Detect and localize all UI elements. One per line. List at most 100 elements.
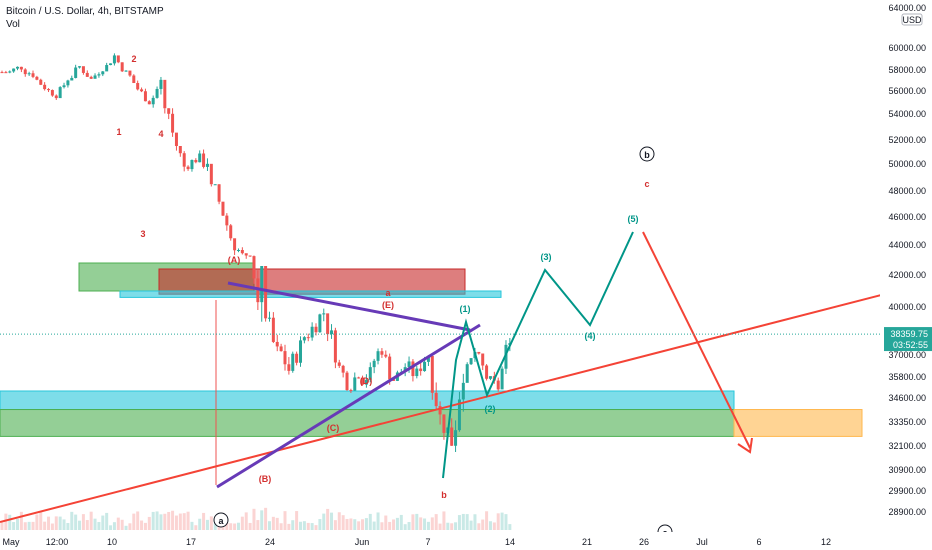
impulse-wave-label: (5)	[628, 214, 639, 224]
volume-bar	[256, 520, 260, 530]
volume-bars	[0, 507, 512, 530]
volume-bar	[291, 520, 295, 530]
volume-bar	[446, 522, 450, 530]
candle-body	[167, 108, 171, 114]
volume-bar	[50, 523, 54, 530]
candle-body	[477, 351, 481, 354]
candle-body	[302, 337, 306, 341]
volume-bar	[500, 512, 504, 530]
volume-bar	[310, 523, 314, 530]
candle-body	[299, 340, 303, 363]
candle-body	[74, 67, 78, 78]
volume-bar	[47, 516, 51, 530]
volume-bar	[190, 521, 194, 530]
volume-bar	[403, 524, 407, 530]
volume-bar	[213, 523, 217, 530]
candle-body	[54, 95, 58, 99]
volume-bar	[171, 510, 175, 530]
volume-bar	[457, 515, 461, 530]
candle-body	[147, 101, 151, 105]
candle-body	[314, 326, 318, 333]
time-tick-label: 10	[107, 537, 117, 547]
candle-body	[81, 66, 85, 73]
candle-body	[190, 159, 194, 170]
volume-bar	[167, 511, 171, 530]
candle-body	[415, 368, 419, 377]
candle-body	[461, 382, 465, 400]
volume-bar	[66, 523, 70, 530]
time-tick-label: 21	[582, 537, 592, 547]
candle-body	[105, 65, 109, 72]
volume-bar	[299, 521, 303, 530]
volume-bar	[128, 523, 132, 530]
volume-bar	[54, 516, 58, 530]
candle-body	[47, 89, 51, 91]
wave-number-label: 3	[140, 229, 145, 239]
candle-body	[229, 225, 233, 239]
candle-body	[388, 356, 392, 380]
candle-body	[101, 71, 105, 75]
volume-bar	[85, 520, 89, 530]
candle-body	[93, 75, 97, 79]
candle-body	[504, 344, 508, 369]
volume-bar	[116, 517, 120, 530]
volume-bar	[0, 522, 4, 530]
volume-bar	[62, 519, 66, 530]
candle-body	[163, 79, 167, 109]
volume-bar	[357, 521, 361, 530]
volume-bar	[442, 511, 446, 530]
candle-body	[116, 55, 120, 63]
candles	[0, 53, 512, 485]
candle-body	[271, 317, 275, 342]
candle-body	[136, 83, 140, 90]
candle-body	[392, 379, 396, 381]
volume-bar	[395, 517, 399, 530]
candle-body	[438, 406, 442, 415]
volume-bar	[209, 516, 213, 530]
candle-body	[426, 355, 430, 362]
current-price-value: 38359.75	[890, 329, 928, 339]
volume-bar	[109, 525, 113, 530]
candle-body	[39, 79, 43, 85]
current-price-tag	[884, 327, 932, 352]
volume-bar	[419, 517, 423, 530]
candle-body	[8, 71, 12, 73]
wave-number-label: 1	[116, 127, 121, 137]
candle-body	[31, 73, 35, 77]
volume-bar	[415, 513, 419, 530]
price-tick-label: 34600.00	[888, 393, 926, 403]
candle-body	[376, 351, 380, 361]
volume-bar	[485, 511, 489, 530]
volume-bar	[454, 522, 458, 530]
price-tick-label: 33350.00	[888, 417, 926, 427]
currency-badge-label: USD	[902, 15, 922, 25]
volume-bar	[392, 519, 396, 530]
volume-bar	[43, 521, 47, 530]
volume-bar	[182, 513, 186, 530]
volume-bar	[147, 516, 151, 530]
volume-bar	[260, 510, 264, 530]
volume-bar	[508, 524, 512, 530]
wave-letter-label: b	[441, 490, 447, 500]
candle-body	[19, 66, 23, 70]
volume-bar	[353, 519, 357, 530]
candle-body	[306, 337, 310, 339]
candle-body	[275, 341, 279, 347]
candle-body	[43, 84, 47, 90]
volume-bar	[496, 513, 500, 530]
chart-title: Bitcoin / U.S. Dollar, 4h, BITSTAMP	[6, 6, 164, 17]
price-tick-label: 42000.00	[888, 270, 926, 280]
volume-bar	[89, 511, 93, 530]
volume-bar	[174, 515, 178, 530]
price-tick-label: 30900.00	[888, 465, 926, 475]
time-axis[interactable]: May 12:00 10 17 24 Jun 7 14 21 26 Jul 6 12	[0, 532, 880, 550]
candle-body	[333, 330, 337, 363]
volume-bar	[159, 514, 163, 530]
candle-body	[419, 368, 423, 372]
candle-body	[140, 89, 144, 92]
volume-bar	[194, 525, 198, 530]
volume-bar	[469, 520, 473, 530]
volume-bar	[430, 517, 434, 530]
